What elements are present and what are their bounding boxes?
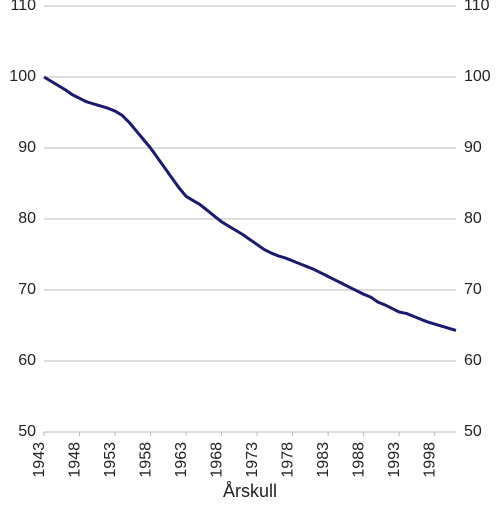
x-tick-label: 1948 <box>67 442 84 478</box>
x-tick-label: 1988 <box>351 442 368 478</box>
y-tick-label-right: 60 <box>464 352 482 369</box>
y-tick-label-right: 70 <box>464 281 482 298</box>
x-tick-label: 1993 <box>386 442 403 478</box>
y-tick-label-right: 100 <box>464 68 491 85</box>
y-tick-label-left: 70 <box>18 281 36 298</box>
y-tick-label-right: 110 <box>464 0 490 14</box>
chart-svg: 50 50 60 60 70 70 80 80 90 90 100 100 110 110 1943 1948… <box>0 0 500 505</box>
y-tick-label-right: 50 <box>464 423 482 440</box>
y-tick-label-right: 90 <box>464 139 482 156</box>
y-tick-label-left: 100 <box>9 68 36 85</box>
y-tick-label-left: 80 <box>18 210 36 227</box>
y-tick-label-left: 60 <box>18 352 36 369</box>
x-tick-label: 1973 <box>244 442 261 478</box>
x-tick-label: 1983 <box>315 442 332 478</box>
x-tick-label: 1978 <box>280 442 297 478</box>
x-tick-label: 1998 <box>422 442 439 478</box>
x-tick-label: 1943 <box>31 442 48 478</box>
line-chart: 50 50 60 60 70 70 80 80 90 90 100 100 110 110 1943 1948… <box>0 0 500 505</box>
x-tick-label: 1968 <box>209 442 226 478</box>
x-tick-label: 1953 <box>102 442 119 478</box>
x-tick-label: 1963 <box>173 442 190 478</box>
y-tick-label-left: 110 <box>10 0 36 14</box>
y-tick-label-right: 80 <box>464 210 482 227</box>
x-tick-label: 1958 <box>138 442 155 478</box>
y-tick-label-left: 50 <box>18 423 36 440</box>
x-axis-title: Årskull <box>223 481 277 501</box>
y-tick-label-left: 90 <box>18 139 36 156</box>
